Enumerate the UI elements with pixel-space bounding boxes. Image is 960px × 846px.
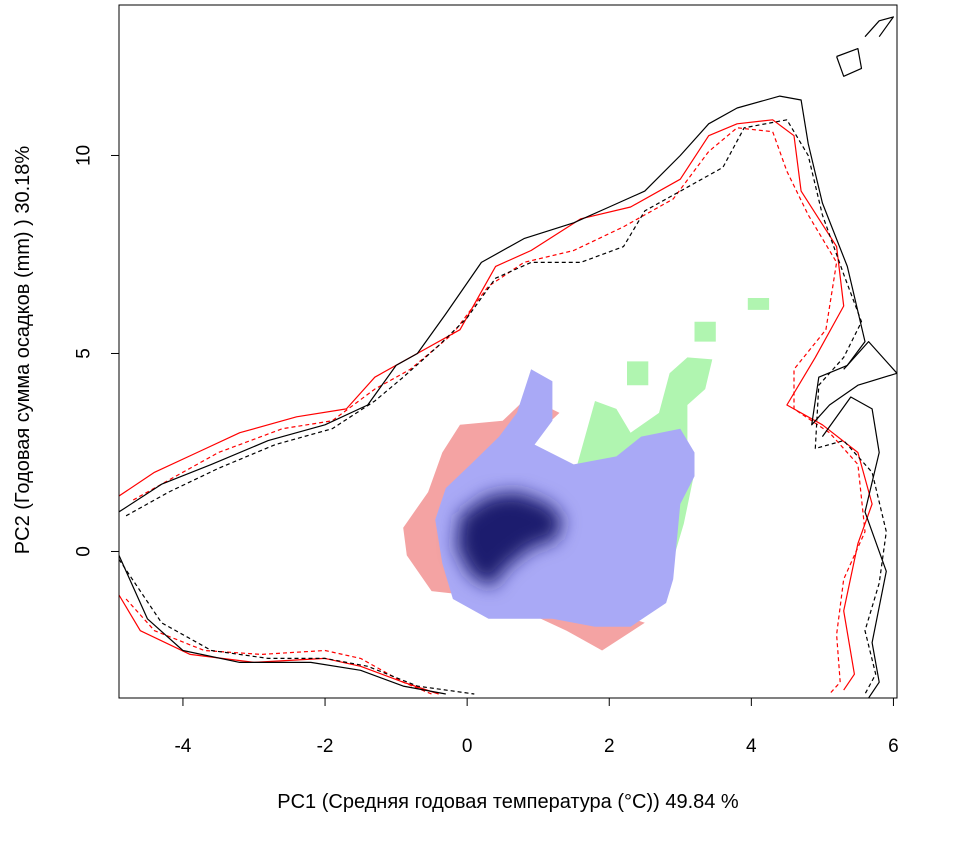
y-tick-label: 10 bbox=[74, 145, 95, 166]
y-axis: 0 5 10 bbox=[74, 145, 119, 557]
density-regions bbox=[403, 298, 770, 651]
x-tick-label: 0 bbox=[462, 736, 473, 757]
density-region-2 bbox=[694, 321, 716, 342]
y-tick-label: 5 bbox=[74, 348, 95, 359]
solid-contour-15 bbox=[843, 341, 897, 374]
solid-contour-18 bbox=[864, 16, 895, 38]
density-region-5 bbox=[435, 369, 695, 627]
density-region-4 bbox=[747, 298, 770, 310]
y-tick-label: 0 bbox=[74, 546, 95, 557]
x-tick-label: -2 bbox=[317, 736, 334, 757]
dashed-contour-12 bbox=[125, 119, 887, 695]
density-region-3 bbox=[627, 361, 649, 386]
x-tick-label: 4 bbox=[746, 736, 757, 757]
high-overlap-core bbox=[456, 492, 564, 588]
solid-contour-17 bbox=[836, 47, 863, 77]
x-axis-label: PC1 (Средняя годовая температура (°C)) 4… bbox=[277, 791, 739, 813]
dashed-contour-10 bbox=[125, 598, 432, 695]
solid-contour-13 bbox=[119, 555, 446, 695]
x-tick-label: 6 bbox=[888, 736, 899, 757]
dashed-contour-14 bbox=[119, 559, 475, 695]
solid-contour-7 bbox=[119, 119, 873, 691]
y-axis-label: PC2 (Годовая сумма осадков (mm) ) 30.18% bbox=[12, 146, 34, 555]
solid-contour-9 bbox=[119, 594, 439, 695]
solid-contour-16 bbox=[821, 396, 887, 698]
contour-lines bbox=[119, 16, 897, 698]
x-axis: -4 -2 0 2 4 6 bbox=[174, 698, 899, 757]
plot-frame bbox=[118, 4, 898, 699]
solid-contour-11 bbox=[119, 95, 897, 513]
x-tick-label: 2 bbox=[604, 736, 615, 757]
x-tick-label: -4 bbox=[174, 736, 191, 757]
